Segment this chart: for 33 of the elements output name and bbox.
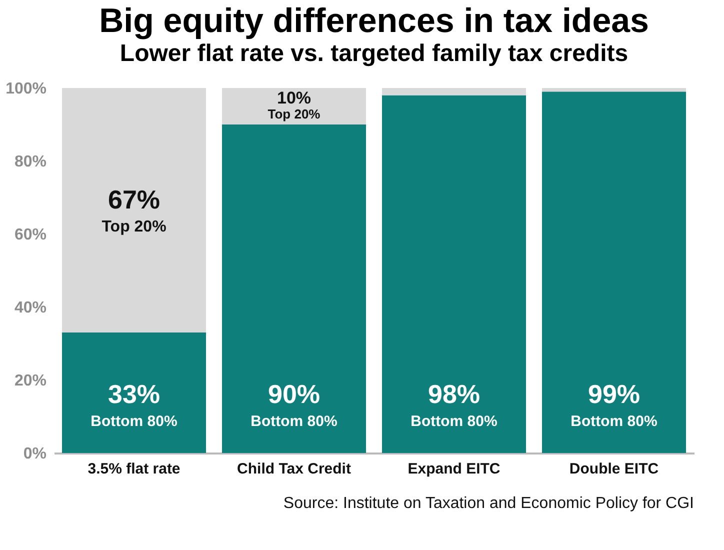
y-tick-label: 100% xyxy=(6,80,46,98)
x-tick-label: 3.5% flat rate xyxy=(88,460,180,478)
x-tick-label: Expand EITC xyxy=(408,460,500,478)
series-label: Top 20% xyxy=(268,106,321,122)
y-tick-label: 80% xyxy=(14,154,46,170)
data-label: 33% xyxy=(108,379,160,409)
text: Bottom 80% xyxy=(250,413,338,430)
bar xyxy=(542,88,686,92)
data-label: 90% xyxy=(268,379,320,409)
bar xyxy=(542,92,686,453)
bar xyxy=(382,88,526,96)
x-tick-label: Double EITC xyxy=(569,460,659,478)
text: Top 20% xyxy=(102,218,166,236)
data-label: 99% xyxy=(588,379,640,409)
data-label: 98% xyxy=(428,379,480,409)
data-label: 67% xyxy=(108,184,160,214)
bar xyxy=(222,124,366,453)
y-tick-label: 0% xyxy=(23,446,46,462)
y-tick-label: 60% xyxy=(14,226,46,244)
bar xyxy=(222,88,366,124)
x-tick-label: Child Tax Credit xyxy=(237,460,351,478)
chart-subtitle: Lower flat rate vs. targeted family tax credits xyxy=(120,40,628,67)
bar xyxy=(382,95,526,453)
bar xyxy=(62,332,206,453)
series-label: Bottom 80% xyxy=(90,413,178,430)
y-tick-label: 40% xyxy=(14,300,46,316)
data-label: 10% xyxy=(276,88,312,108)
chart-title: Big equity differences in tax ideas xyxy=(99,2,649,40)
source-note: Source: Institute on Taxation and Economic Policy for CGI xyxy=(283,495,694,512)
text: Bottom 80% xyxy=(570,413,658,430)
text: Bottom 80% xyxy=(410,413,498,430)
bar xyxy=(62,88,206,333)
y-tick-label: 20% xyxy=(14,372,46,390)
